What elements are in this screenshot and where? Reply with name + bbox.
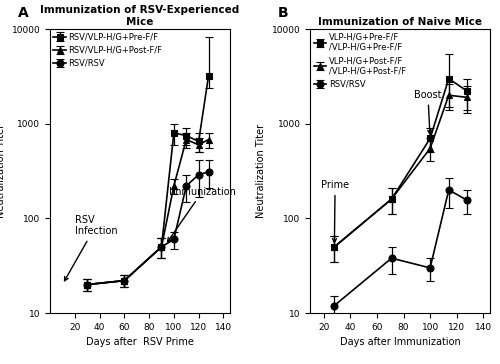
Legend: VLP-H/G+Pre-F/F
/VLP-H/G+Pre-F/F, VLP-H/G+Post-F/F
/VLP-H/G+Post-F/F, RSV/RSV: VLP-H/G+Pre-F/F /VLP-H/G+Pre-F/F, VLP-H/…: [313, 32, 406, 90]
Y-axis label: Neutralization Titer: Neutralization Titer: [256, 124, 266, 218]
Text: Immunization: Immunization: [168, 187, 236, 242]
X-axis label: Days after  RSV Prime: Days after RSV Prime: [86, 337, 194, 347]
X-axis label: Days after Immunization: Days after Immunization: [340, 337, 460, 347]
Legend: RSV/VLP-H/G+Pre-F/F, RSV/VLP-H/G+Post-F/F, RSV/RSV: RSV/VLP-H/G+Pre-F/F, RSV/VLP-H/G+Post-F/…: [52, 32, 163, 69]
Text: Boost: Boost: [414, 90, 442, 134]
Title: Immunization of Naive Mice: Immunization of Naive Mice: [318, 17, 482, 27]
Title: Immunization of RSV-Experienced
Mice: Immunization of RSV-Experienced Mice: [40, 5, 239, 27]
Text: RSV
Infection: RSV Infection: [64, 214, 118, 281]
Text: Prime: Prime: [321, 180, 349, 242]
Text: A: A: [18, 7, 28, 20]
Y-axis label: Neutralization Titer: Neutralization Titer: [0, 124, 6, 218]
Text: B: B: [278, 7, 288, 20]
